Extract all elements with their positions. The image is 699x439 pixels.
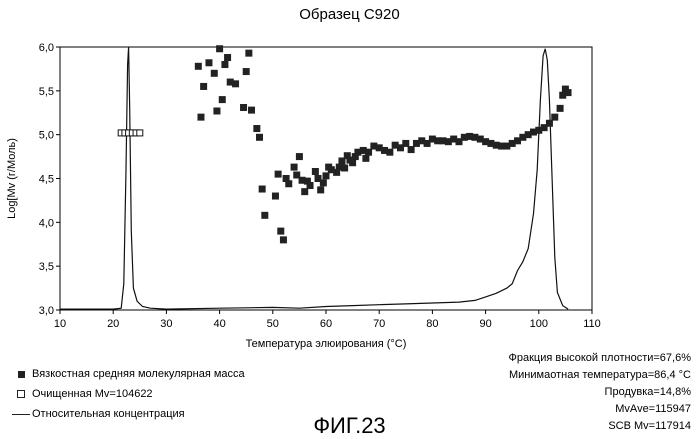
point-viscosity [219, 96, 226, 103]
figure-label: ФИГ.23 [0, 413, 699, 439]
filled-square-icon [18, 371, 25, 378]
point-viscosity [557, 105, 564, 112]
point-viscosity [565, 89, 572, 96]
legend-item-viscosity: Вязкостная средняя молекулярная масса [10, 364, 245, 384]
point-viscosity [291, 164, 298, 171]
point-viscosity [240, 104, 247, 111]
point-viscosity [362, 155, 369, 162]
point-viscosity [211, 70, 218, 77]
y-tick-label: 4,5 [39, 174, 54, 186]
x-tick-label: 90 [479, 318, 491, 330]
stat-purge: Продувка=14,8% [508, 384, 691, 401]
series-line-concentration [60, 47, 568, 309]
point-viscosity [248, 107, 255, 114]
y-tick-label: 5,5 [39, 86, 54, 98]
point-viscosity [323, 172, 330, 179]
point-viscosity [408, 146, 415, 153]
y-tick-label: 4,0 [39, 217, 54, 229]
point-viscosity [296, 153, 303, 160]
point-viscosity [317, 186, 324, 193]
x-axis-label: Температура элюирования (°C) [246, 338, 407, 350]
point-viscosity [275, 171, 282, 178]
point-viscosity [195, 63, 202, 70]
x-tick-label: 70 [373, 318, 385, 330]
point-viscosity [320, 179, 327, 186]
point-viscosity [312, 168, 319, 175]
point-viscosity [197, 114, 204, 121]
y-tick-label: 3,5 [39, 261, 54, 273]
point-viscosity [349, 159, 356, 166]
y-tick-label: 6,0 [39, 42, 54, 54]
point-purged [137, 130, 143, 136]
point-viscosity [386, 149, 393, 156]
point-viscosity [301, 188, 308, 195]
point-viscosity [256, 134, 263, 141]
legend-item-purged: Очищенная Mv=104622 [10, 384, 245, 404]
x-tick-label: 110 [583, 318, 601, 330]
point-viscosity [280, 236, 287, 243]
legend-label: Вязкостная средняя молекулярная масса [32, 368, 245, 380]
x-tick-label: 20 [107, 318, 119, 330]
point-viscosity [402, 140, 409, 147]
point-viscosity [232, 80, 239, 87]
x-tick-label: 10 [54, 318, 66, 330]
y-tick-label: 5,0 [39, 130, 54, 142]
point-viscosity [200, 83, 207, 90]
point-viscosity [285, 180, 292, 187]
point-viscosity [546, 120, 553, 127]
point-viscosity [307, 182, 314, 189]
point-viscosity [365, 149, 372, 156]
point-viscosity [224, 54, 231, 61]
point-viscosity [277, 228, 284, 235]
x-tick-label: 60 [320, 318, 332, 330]
point-viscosity [341, 164, 348, 171]
x-tick-label: 80 [426, 318, 438, 330]
x-tick-label: 40 [213, 318, 225, 330]
point-viscosity [253, 125, 260, 132]
point-viscosity [272, 193, 279, 200]
point-viscosity [551, 114, 558, 121]
y-axis-label: Log[Mv (г/Моль) [6, 138, 18, 219]
point-viscosity [261, 212, 268, 219]
point-viscosity [259, 186, 266, 193]
stat-min-temperature: Минимаотная температура=86,4 °C [508, 367, 691, 384]
point-viscosity [205, 59, 212, 66]
x-tick-label: 100 [530, 318, 548, 330]
point-viscosity [243, 68, 250, 75]
y-tick-label: 3,0 [39, 305, 54, 317]
x-tick-label: 50 [267, 318, 279, 330]
point-viscosity [245, 50, 252, 57]
point-viscosity [213, 107, 220, 114]
stat-high-density-fraction: Фракция высокой плотности=67,6% [508, 350, 691, 367]
x-tick-label: 30 [160, 318, 172, 330]
point-viscosity [221, 61, 228, 68]
legend-label: Очищенная Mv=104622 [32, 388, 153, 400]
point-viscosity [216, 45, 223, 52]
open-square-icon [17, 390, 25, 398]
